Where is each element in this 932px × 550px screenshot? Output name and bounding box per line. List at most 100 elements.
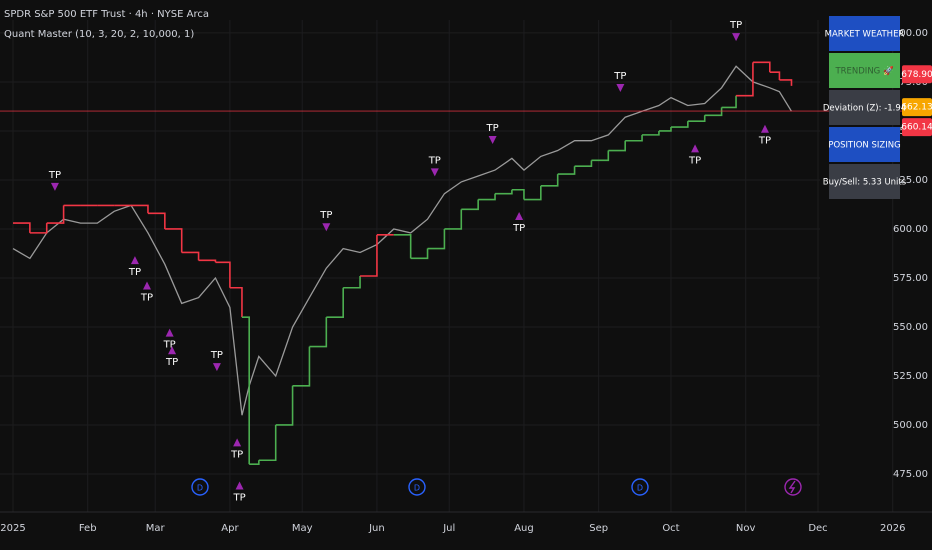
panel-cell [829,127,900,162]
x-tick-label: Dec [808,523,827,534]
x-tick-label: Nov [736,523,756,534]
price-label: 660.14 [901,123,932,133]
tp-arrow [616,84,625,93]
tp-label: TP [319,210,332,221]
tp-label: TP [165,357,178,368]
panel-cell [829,164,900,199]
x-tick-label: Jun [368,523,385,534]
trailing-stop [164,228,183,253]
trailing-stop [495,189,513,195]
price-label-box [902,98,932,117]
tp-arrow [168,346,177,355]
y-tick-label: 550.00 [893,322,928,333]
tp-label: TP [128,267,141,278]
trailing-stop [12,222,31,233]
price-label-box [902,65,932,84]
y-tick-label: 575.00 [893,273,928,284]
tp-label: TP [140,293,153,304]
trailing-stop [736,62,754,97]
trailing-stop [444,209,463,230]
trailing-stop [360,234,378,277]
tp-arrow [142,281,151,290]
event-icons: D D D [191,478,802,496]
tp-label: TP [486,123,499,134]
trailing-stop [642,130,660,136]
panel-text: TRENDING 🚀 [834,66,894,77]
earnings-icon [784,478,802,496]
tp-label: TP [428,155,441,166]
y-tick-label: 625.00 [893,175,928,186]
trailing-stop [241,316,250,465]
trailing-stop [29,223,48,234]
tp-arrow [430,168,439,177]
tp-arrow [732,33,741,42]
trailing-stop [309,317,328,348]
dividend-icon [408,478,426,496]
trailing-stop [591,150,610,162]
trailing-stop [557,166,576,175]
tp-label: TP [688,155,701,166]
trailing-stop [292,346,311,387]
tp-arrow [165,328,174,337]
price-label-box [902,118,932,137]
x-tick-label: Feb [79,523,97,534]
x-tick-label: 2026 [880,523,905,534]
tp-arrow [50,182,59,191]
panel-cell [829,53,900,88]
chart-title: SPDR S&P 500 ETF Trust · 4h · NYSE Arca [4,9,209,20]
tp-label: TP [232,492,245,503]
icon-glyph: D [414,484,420,493]
panel-text: Deviation (Z): -1.94 [823,104,906,114]
tp-arrow [691,144,700,153]
tp-label: TP [230,449,243,460]
y-tick-label: 525.00 [893,371,928,382]
icon-glyph: D [637,484,643,493]
price-label: 678.90 [901,70,932,80]
trailing-stop [769,71,781,80]
price-label: 662.13 [901,103,932,113]
tp-arrow [130,256,139,265]
tp-arrow [235,481,244,490]
trailing-stop [410,248,429,260]
x-tick-label: Apr [221,523,239,534]
tp-arrow [760,124,769,133]
icon-glyph: D [197,484,203,493]
trailing-stop [752,61,771,73]
trailing-stop [687,115,706,122]
trailing-stop [779,79,793,86]
dividend-icon [631,478,649,496]
panel-cell [829,90,900,125]
price-line [12,65,793,416]
trailing-stop [326,287,344,318]
tp-arrow [233,438,242,447]
trailing-stop [198,259,217,263]
grid [0,20,894,512]
tp-label: TP [210,350,223,361]
tp-arrow [488,136,497,145]
trailing-stop [343,275,361,289]
trailing-stop [670,121,689,128]
trailing-stop [574,160,593,168]
trailing-stop [258,424,277,462]
trailing-stop [275,385,294,426]
trailing-stop [625,134,643,142]
trailing-stop [393,234,412,259]
y-tick-label: 600.00 [893,224,928,235]
y-tick-label: 700.00 [893,28,928,39]
tp-label: TP [48,170,61,181]
tp-label: TP [729,20,742,31]
tp-label: TP [613,71,626,82]
x-tick-label: Sep [589,523,608,534]
panel-text: MARKET WEATHER [825,30,905,40]
plot [0,61,902,465]
x-tick-label: Oct [662,523,679,534]
indicator-name: Quant Master (10, 3, 20, 2, 10,000, 1) [4,29,194,40]
trailing-stop [461,199,479,211]
y-tick-label: 500.00 [893,420,928,431]
dividend-icon [191,478,209,496]
x-tick-label: May [292,523,313,534]
tp-arrow [212,363,221,372]
x-tick-label: 2025 [0,523,25,534]
y-tick-label: 475.00 [893,469,928,480]
